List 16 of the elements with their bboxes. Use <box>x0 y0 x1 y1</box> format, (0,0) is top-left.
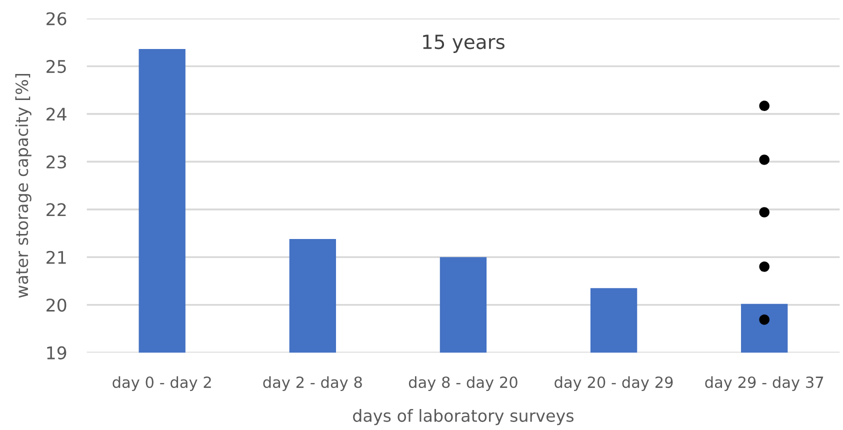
x-tick-label: day 2 - day 8 <box>263 376 362 391</box>
y-tick-label: 26 <box>46 12 66 26</box>
x-tick-label: day 8 - day 20 <box>408 376 518 391</box>
y-tick-label: 19 <box>47 346 66 360</box>
y-tick-label: 20 <box>46 298 66 312</box>
y-tick-label: 25 <box>46 60 66 74</box>
x-tick-label: day 29 - day 37 <box>705 376 824 391</box>
x-tick-label: day 0 - day 2 <box>112 376 211 391</box>
y-tick-label: 21 <box>46 250 66 264</box>
y-tick-label: 24 <box>46 108 66 121</box>
y-tick-label: 23 <box>46 155 66 169</box>
y-axis-title: water storage capacity [%] <box>15 74 32 298</box>
x-axis-title: days of laboratory surveys <box>353 409 574 426</box>
y-tick-label: 22 <box>46 203 66 216</box>
text: 15 years <box>423 34 504 53</box>
x-tick-label: day 20 - day 29 <box>554 376 673 391</box>
